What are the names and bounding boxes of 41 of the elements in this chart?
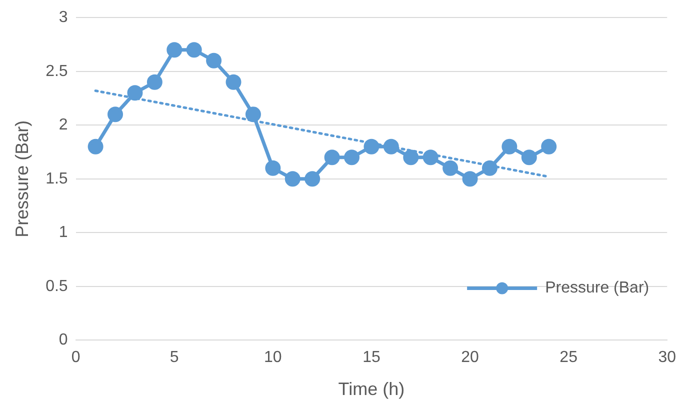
point: [265, 160, 281, 176]
point: [324, 150, 340, 166]
point: [206, 52, 222, 68]
y-tick-label: 2: [58, 116, 68, 134]
x-tick-label: 0: [71, 349, 80, 366]
y-tick-label: 1.5: [46, 170, 68, 188]
point: [186, 42, 202, 58]
x-tick-label: 5: [170, 349, 179, 366]
x-tick-label: 25: [560, 349, 578, 366]
point: [541, 138, 557, 154]
point: [245, 106, 261, 122]
point: [364, 138, 380, 154]
x-tick-label: 10: [264, 349, 282, 366]
point: [383, 138, 399, 154]
point: [146, 74, 162, 90]
y-tick-label: 1: [58, 224, 68, 242]
x-tick-label: 20: [461, 349, 480, 366]
x-axis-title: Time (h): [338, 379, 405, 400]
y-tick-label: 2.5: [46, 62, 68, 80]
point: [127, 85, 143, 101]
point: [403, 150, 419, 166]
point: [166, 42, 182, 58]
point: [108, 106, 124, 122]
point: [502, 138, 518, 154]
point: [344, 150, 360, 166]
point: [284, 171, 300, 187]
point: [304, 171, 320, 187]
point: [521, 150, 537, 166]
point: [462, 171, 478, 187]
legend-label: Pressure (Bar): [545, 280, 650, 297]
point: [226, 74, 242, 90]
y-axis-title: Pressure (Bar): [12, 120, 32, 238]
y-tick-label: 0: [58, 332, 68, 349]
y-tick-label: 3: [58, 9, 68, 26]
point: [422, 150, 438, 166]
x-tick-label: 30: [658, 349, 676, 366]
point: [88, 138, 104, 154]
point: [482, 160, 498, 176]
y-tick-label: 0.5: [46, 278, 68, 295]
x-tick-label: 15: [362, 349, 380, 366]
point: [442, 160, 458, 176]
